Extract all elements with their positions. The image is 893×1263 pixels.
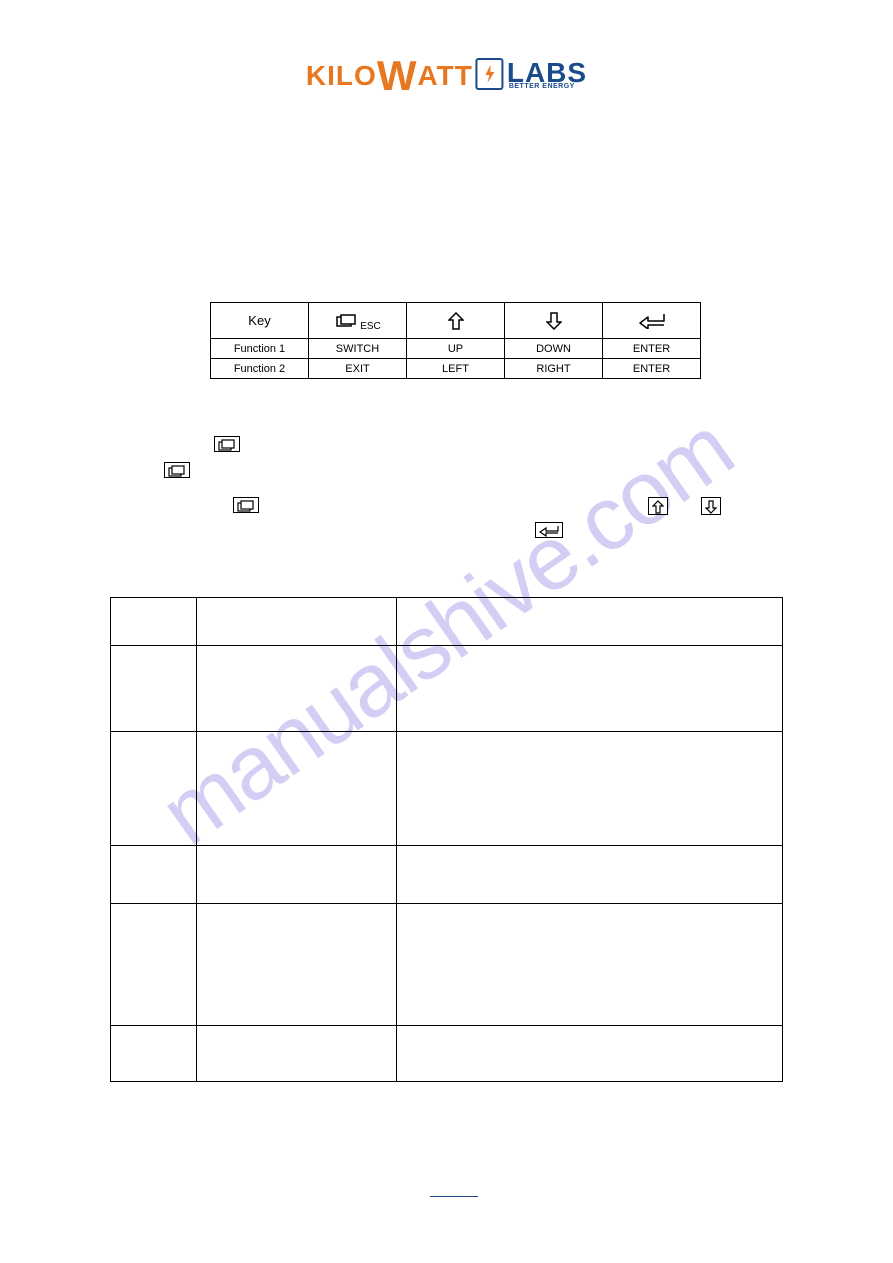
key-function-table: Key ESC Function 1 SWITCH UP DOWN ENTER … xyxy=(210,302,701,379)
footer-underline xyxy=(430,1196,478,1197)
switch-icon xyxy=(164,462,190,478)
table-row xyxy=(111,646,783,732)
enter-icon xyxy=(535,522,563,538)
cell: RIGHT xyxy=(505,359,603,379)
logo-labs: LABS xyxy=(507,62,587,84)
cell: EXIT xyxy=(309,359,407,379)
cell: LEFT xyxy=(407,359,505,379)
logo-tagline: BETTER ENERGY xyxy=(509,84,575,90)
table-row xyxy=(111,732,783,846)
cell: ENTER xyxy=(603,339,701,359)
row-label: Function 2 xyxy=(211,359,309,379)
key-header-up xyxy=(407,303,505,339)
switch-icon xyxy=(214,436,240,452)
cell: DOWN xyxy=(505,339,603,359)
key-header-enter xyxy=(603,303,701,339)
table-row xyxy=(111,904,783,1026)
down-icon xyxy=(701,497,721,515)
logo-kilo: KILO xyxy=(306,60,377,92)
up-icon xyxy=(648,497,668,515)
table-row xyxy=(111,846,783,904)
table-row xyxy=(111,598,783,646)
cell: SWITCH xyxy=(309,339,407,359)
logo-att: ATT xyxy=(417,60,472,92)
key-header-esc: ESC xyxy=(309,303,407,339)
row-label: Function 1 xyxy=(211,339,309,359)
switch-icon xyxy=(233,497,259,513)
content-table xyxy=(110,597,783,1082)
cell: ENTER xyxy=(603,359,701,379)
bolt-icon xyxy=(476,58,504,90)
logo: KILO W ATT LABS BETTER ENERGY xyxy=(306,52,587,100)
table-row: Function 2 EXIT LEFT RIGHT ENTER xyxy=(211,359,701,379)
key-header-label: Key xyxy=(211,303,309,339)
logo-w: W xyxy=(377,52,418,100)
cell: UP xyxy=(407,339,505,359)
table-row xyxy=(111,1026,783,1082)
table-row: Function 1 SWITCH UP DOWN ENTER xyxy=(211,339,701,359)
key-header-down xyxy=(505,303,603,339)
